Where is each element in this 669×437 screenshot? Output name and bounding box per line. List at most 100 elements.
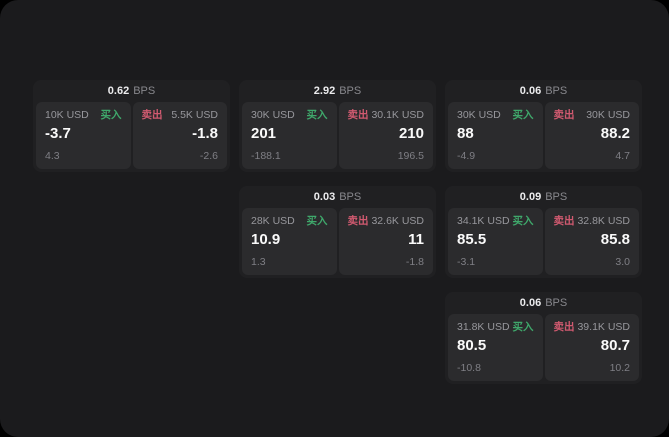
quote-tiles: 10K USD 买入 -3.7 4.3 卖出 5.5K USD -1.8 -2.… xyxy=(33,102,230,172)
bps-value: 2.92 xyxy=(313,85,336,97)
sell-tile[interactable]: 卖出 30K USD 88.2 4.7 xyxy=(544,102,639,169)
sell-notional: 30.1K USD xyxy=(371,109,424,121)
buy-notional: 34.1K USD xyxy=(457,215,510,227)
buy-tile[interactable]: 10K USD 买入 -3.7 4.3 xyxy=(36,102,131,169)
sell-tile-top: 卖出 30K USD xyxy=(554,109,631,122)
sell-sub-value: -1.8 xyxy=(405,256,424,268)
sell-tile-top: 卖出 39.1K USD xyxy=(554,321,631,334)
quote-card: 0.06 BPS 31.8K USD 买入 80.5 -10.8 卖 xyxy=(445,292,642,384)
buy-badge: 买入 xyxy=(306,215,328,227)
buy-price: -3.7 xyxy=(45,125,71,142)
buy-price: 201 xyxy=(251,125,277,142)
sell-badge: 卖出 xyxy=(553,321,575,333)
sell-badge: 卖出 xyxy=(553,215,575,227)
sell-notional: 39.1K USD xyxy=(577,321,630,333)
quote-tiles: 34.1K USD 买入 85.5 -3.1 卖出 32.8K USD 85.8… xyxy=(445,208,642,278)
sell-sub-value: 10.2 xyxy=(609,362,630,374)
sell-sub-value: 196.5 xyxy=(397,150,424,162)
buy-tile-top: 28K USD 买入 xyxy=(251,215,328,228)
bps-value: 0.62 xyxy=(107,85,130,97)
buy-tile[interactable]: 34.1K USD 买入 85.5 -3.1 xyxy=(448,208,543,275)
sell-price: 11 xyxy=(408,231,424,248)
card-header: 0.09 BPS xyxy=(445,186,642,208)
quote-tiles: 30K USD 买入 201 -188.1 卖出 30.1K USD 210 1… xyxy=(239,102,436,172)
bps-unit: BPS xyxy=(133,85,156,97)
buy-tile[interactable]: 30K USD 买入 201 -188.1 xyxy=(242,102,337,169)
buy-tile[interactable]: 30K USD 买入 88 -4.9 xyxy=(448,102,543,169)
buy-tile-top: 30K USD 买入 xyxy=(251,109,328,122)
sell-badge: 卖出 xyxy=(141,109,163,121)
sell-tile[interactable]: 卖出 30.1K USD 210 196.5 xyxy=(338,102,433,169)
buy-price: 85.5 xyxy=(457,231,487,248)
sell-tile-top: 卖出 5.5K USD xyxy=(142,109,219,122)
buy-notional: 28K USD xyxy=(251,215,295,227)
bps-value: 0.09 xyxy=(519,191,542,203)
buy-tile-top: 30K USD 买入 xyxy=(457,109,534,122)
buy-price: 88 xyxy=(457,125,474,142)
buy-tile-top: 31.8K USD 买入 xyxy=(457,321,534,334)
buy-badge: 买入 xyxy=(512,215,534,227)
quote-card: 0.09 BPS 34.1K USD 买入 85.5 -3.1 卖出 xyxy=(445,186,642,278)
buy-sub-value: 1.3 xyxy=(251,256,266,268)
buy-sub-value: -10.8 xyxy=(457,362,481,374)
buy-tile-top: 10K USD 买入 xyxy=(45,109,122,122)
sell-tile-top: 卖出 30.1K USD xyxy=(348,109,425,122)
sell-badge: 卖出 xyxy=(347,109,369,121)
sell-notional: 5.5K USD xyxy=(171,109,218,121)
sell-price: 88.2 xyxy=(600,125,630,142)
buy-badge: 买入 xyxy=(512,321,534,333)
bps-unit: BPS xyxy=(339,85,362,97)
buy-notional: 10K USD xyxy=(45,109,89,121)
sell-price: 210 xyxy=(398,125,424,142)
buy-badge: 买入 xyxy=(512,109,534,121)
sell-tile-top: 卖出 32.6K USD xyxy=(348,215,425,228)
quote-tiles: 30K USD 买入 88 -4.9 卖出 30K USD 88.2 4.7 xyxy=(445,102,642,172)
quote-card: 0.06 BPS 30K USD 买入 88 -4.9 卖出 xyxy=(445,80,642,172)
sell-tile[interactable]: 卖出 32.6K USD 11 -1.8 xyxy=(338,208,433,275)
sell-price: -1.8 xyxy=(192,125,218,142)
buy-sub-value: -188.1 xyxy=(251,150,281,162)
bps-unit: BPS xyxy=(339,191,362,203)
buy-tile-top: 34.1K USD 买入 xyxy=(457,215,534,228)
quote-grid: 0.62 BPS 10K USD 买入 -3.7 4.3 卖出 xyxy=(33,80,642,384)
sell-tile[interactable]: 卖出 5.5K USD -1.8 -2.6 xyxy=(132,102,227,169)
buy-notional: 30K USD xyxy=(251,109,295,121)
bps-unit: BPS xyxy=(545,297,568,309)
sell-price: 80.7 xyxy=(600,337,630,354)
sell-sub-value: 3.0 xyxy=(615,256,630,268)
sell-tile-top: 卖出 32.8K USD xyxy=(554,215,631,228)
buy-notional: 30K USD xyxy=(457,109,501,121)
quote-card: 0.03 BPS 28K USD 买入 10.9 1.3 卖出 xyxy=(239,186,436,278)
buy-sub-value: -4.9 xyxy=(457,150,476,162)
card-header: 0.06 BPS xyxy=(445,292,642,314)
bps-value: 0.06 xyxy=(519,297,542,309)
sell-notional: 30K USD xyxy=(586,109,630,121)
buy-tile[interactable]: 31.8K USD 买入 80.5 -10.8 xyxy=(448,314,543,381)
bps-value: 0.06 xyxy=(519,85,542,97)
buy-sub-value: 4.3 xyxy=(45,150,60,162)
bps-value: 0.03 xyxy=(313,191,336,203)
card-header: 0.03 BPS xyxy=(239,186,436,208)
buy-notional: 31.8K USD xyxy=(457,321,510,333)
quote-card: 2.92 BPS 30K USD 买入 201 -188.1 卖出 xyxy=(239,80,436,172)
buy-badge: 买入 xyxy=(100,109,122,121)
buy-price: 10.9 xyxy=(251,231,281,248)
card-header: 0.62 BPS xyxy=(33,80,230,102)
buy-tile[interactable]: 28K USD 买入 10.9 1.3 xyxy=(242,208,337,275)
quote-card: 0.62 BPS 10K USD 买入 -3.7 4.3 卖出 xyxy=(33,80,230,172)
quote-tiles: 31.8K USD 买入 80.5 -10.8 卖出 39.1K USD 80.… xyxy=(445,314,642,384)
sell-tile[interactable]: 卖出 39.1K USD 80.7 10.2 xyxy=(544,314,639,381)
buy-sub-value: -3.1 xyxy=(457,256,476,268)
bps-unit: BPS xyxy=(545,85,568,97)
card-header: 0.06 BPS xyxy=(445,80,642,102)
sell-badge: 卖出 xyxy=(347,215,369,227)
bps-unit: BPS xyxy=(545,191,568,203)
sell-notional: 32.8K USD xyxy=(577,215,630,227)
sell-sub-value: 4.7 xyxy=(615,150,630,162)
sell-badge: 卖出 xyxy=(553,109,575,121)
sell-tile[interactable]: 卖出 32.8K USD 85.8 3.0 xyxy=(544,208,639,275)
sell-notional: 32.6K USD xyxy=(371,215,424,227)
quote-tiles: 28K USD 买入 10.9 1.3 卖出 32.6K USD 11 -1.8 xyxy=(239,208,436,278)
